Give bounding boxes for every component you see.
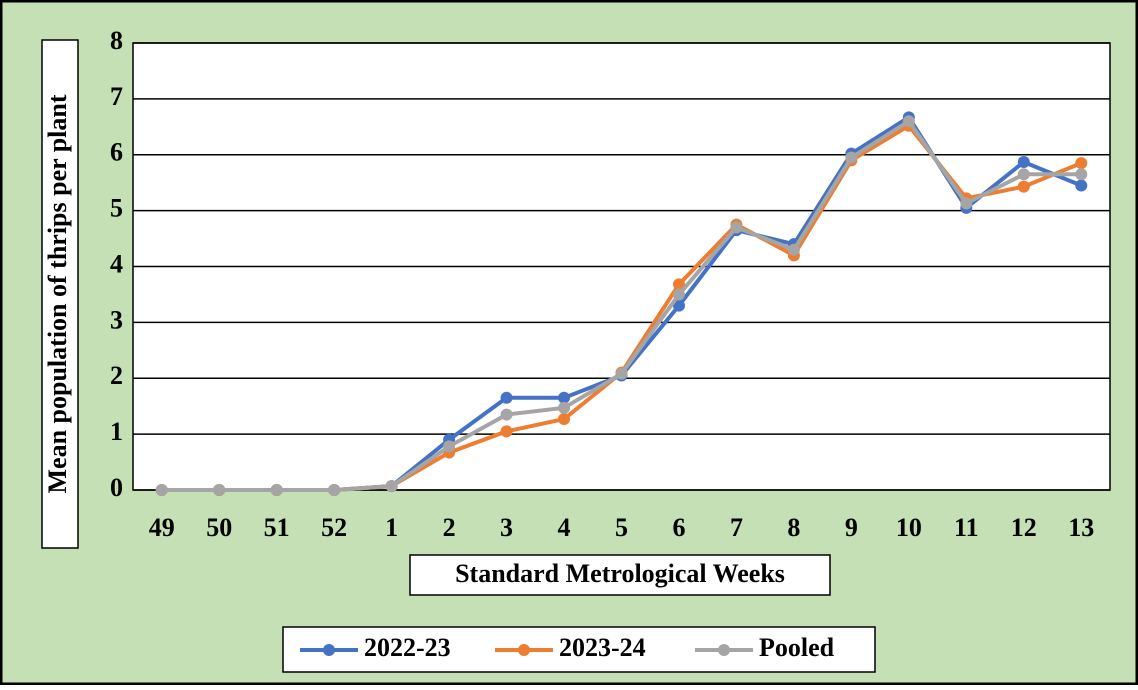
x-tick-label: 8 bbox=[787, 513, 800, 542]
y-tick-label: 0 bbox=[110, 473, 123, 502]
y-tick-label: 4 bbox=[110, 249, 123, 278]
data-point bbox=[328, 484, 341, 496]
x-tick-label: 13 bbox=[1068, 513, 1094, 542]
data-point bbox=[902, 115, 915, 128]
data-point bbox=[672, 278, 685, 291]
x-tick-label: 9 bbox=[845, 513, 858, 542]
data-point bbox=[500, 391, 513, 404]
x-tick-label: 3 bbox=[500, 513, 513, 542]
x-tick-label: 10 bbox=[896, 513, 922, 542]
legend-marker bbox=[323, 644, 335, 656]
legend-label: Pooled bbox=[759, 633, 835, 662]
data-point bbox=[730, 221, 743, 234]
data-point bbox=[558, 401, 571, 414]
y-tick-label: 6 bbox=[110, 138, 123, 167]
y-tick-label: 5 bbox=[110, 194, 123, 223]
data-point bbox=[385, 480, 398, 493]
y-axis-label: Mean population of thrips per plant bbox=[43, 94, 72, 493]
plot-border bbox=[132, 42, 1111, 491]
data-point bbox=[1075, 157, 1088, 170]
legend-marker bbox=[718, 644, 730, 656]
y-tick-label: 8 bbox=[110, 26, 123, 55]
legend-marker bbox=[518, 644, 530, 656]
data-point bbox=[500, 425, 513, 438]
data-point bbox=[1017, 168, 1030, 181]
y-tick-label: 3 bbox=[110, 305, 123, 334]
x-tick-label: 52 bbox=[321, 513, 347, 542]
x-tick-label: 6 bbox=[672, 513, 685, 542]
x-tick-label: 11 bbox=[954, 513, 979, 542]
data-point bbox=[787, 243, 800, 256]
x-tick-label: 51 bbox=[264, 513, 290, 542]
y-tick-label: 2 bbox=[110, 361, 123, 390]
x-tick-label: 2 bbox=[443, 513, 456, 542]
x-tick-label: 50 bbox=[206, 513, 232, 542]
y-tick-label: 7 bbox=[110, 82, 123, 111]
data-point bbox=[213, 484, 226, 496]
legend-box bbox=[282, 626, 876, 673]
data-point bbox=[1075, 179, 1088, 192]
x-tick-label: 7 bbox=[730, 513, 743, 542]
x-tick-label: 4 bbox=[558, 513, 571, 542]
data-point bbox=[960, 197, 973, 210]
x-tick-label: 49 bbox=[149, 513, 175, 542]
data-point bbox=[615, 367, 628, 380]
data-point bbox=[672, 299, 685, 312]
data-point bbox=[672, 288, 685, 301]
data-point bbox=[270, 484, 283, 496]
data-point bbox=[558, 413, 571, 426]
y-tick-label: 1 bbox=[110, 417, 123, 446]
x-label-box bbox=[409, 554, 831, 596]
legend-label: 2022-23 bbox=[364, 633, 451, 662]
x-tick-label: 1 bbox=[385, 513, 398, 542]
legend-label: 2023-24 bbox=[559, 633, 646, 662]
y-label-box bbox=[41, 39, 79, 549]
data-point bbox=[845, 151, 858, 164]
data-point bbox=[500, 408, 513, 421]
data-point bbox=[1017, 180, 1030, 193]
data-point bbox=[1075, 168, 1088, 181]
data-point bbox=[558, 391, 571, 404]
data-point bbox=[443, 440, 456, 453]
x-axis-label: Standard Metrological Weeks bbox=[455, 559, 785, 588]
x-tick-label: 12 bbox=[1011, 513, 1037, 542]
data-point bbox=[1017, 156, 1030, 169]
x-tick-label: 5 bbox=[615, 513, 628, 542]
data-point bbox=[155, 484, 168, 496]
